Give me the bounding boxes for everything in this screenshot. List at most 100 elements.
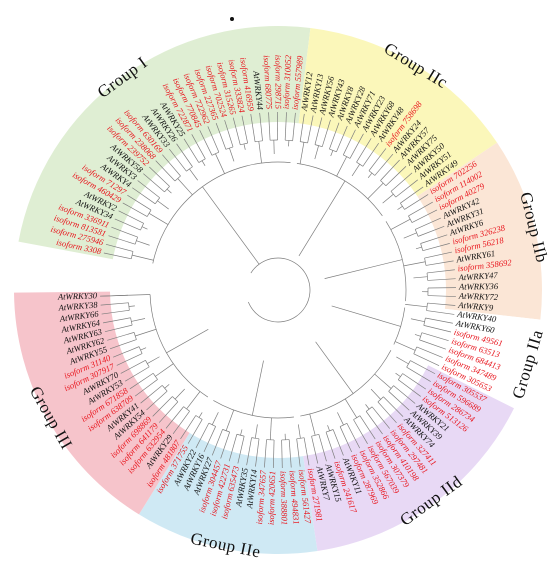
- clade-branch: [258, 141, 262, 164]
- clade-arc: [128, 302, 130, 311]
- leaf-branch: [346, 423, 361, 449]
- group-branch: [315, 341, 354, 394]
- clade-branch: [299, 142, 305, 164]
- leaf-branch: [284, 112, 287, 141]
- leaf-branch: [383, 396, 404, 417]
- leaf-label: isoform 680775: [262, 55, 275, 110]
- leaf-branch: [398, 379, 421, 397]
- sector-group-IIc: [298, 28, 498, 197]
- leaf-branch: [318, 434, 327, 462]
- leaf-branch: [176, 143, 193, 167]
- clade-branch: [128, 294, 151, 296]
- leaf-branch: [390, 172, 413, 192]
- leaf-branch: [103, 252, 132, 260]
- clade-branch: [309, 413, 316, 436]
- leaf-branch: [400, 186, 424, 204]
- leaf-branch: [143, 173, 165, 193]
- clade-branch: [382, 193, 394, 204]
- leaf-branch: [124, 366, 150, 382]
- clade-branch: [157, 200, 169, 210]
- clade-branch: [215, 153, 225, 174]
- leaf-branch: [114, 218, 141, 231]
- clade-branch: [132, 254, 154, 261]
- leaf-branch: [137, 180, 160, 199]
- leaf-branch: [232, 117, 241, 145]
- sector-group-IIa: [428, 308, 541, 409]
- leaf-branch: [425, 317, 453, 324]
- leaf-branch: [288, 439, 292, 468]
- leaf-branch: [103, 317, 131, 324]
- leaf-branch: [113, 346, 140, 358]
- leaf-branch: [424, 251, 452, 259]
- leaf-branch: [393, 385, 416, 404]
- leaf-branch: [427, 278, 456, 281]
- sector-group-IIe: [138, 432, 318, 554]
- leaf-branch: [215, 122, 227, 150]
- leaf-branch: [281, 439, 283, 468]
- clade-branch: [186, 391, 201, 410]
- clade-branch: [337, 412, 344, 426]
- leaf-branch: [116, 353, 143, 366]
- leaf-branch: [195, 422, 210, 449]
- leaf-branch: [427, 295, 456, 297]
- leaf-branch: [325, 431, 336, 459]
- clade-arc: [400, 202, 405, 210]
- clade-branch: [395, 341, 416, 351]
- leaf-branch: [237, 436, 245, 464]
- clade-arc: [198, 158, 206, 163]
- clade-arc: [377, 396, 384, 403]
- leaf-branch: [132, 187, 156, 205]
- clade-branch: [403, 261, 426, 267]
- leaf-label: AtWRKY44: [251, 69, 265, 111]
- clade-branch: [397, 205, 403, 210]
- clade-arc: [325, 429, 334, 433]
- clade-arc: [414, 229, 419, 237]
- leaf-branch: [359, 415, 376, 440]
- clade-branch: [367, 172, 373, 178]
- leaf-branch: [149, 166, 170, 187]
- leaf-branch: [303, 437, 310, 466]
- leaf-branch: [332, 429, 344, 456]
- leaf-branch: [105, 243, 134, 252]
- leaf-branch: [100, 302, 129, 306]
- leaf-branch: [152, 396, 173, 417]
- leaf-branch: [211, 429, 223, 456]
- leaf-branch: [172, 410, 190, 435]
- clade-branch: [327, 425, 330, 431]
- sector-group-I: [18, 25, 311, 260]
- clade-branch: [177, 178, 193, 196]
- leaf-branch: [250, 114, 256, 142]
- leaf-branch: [388, 391, 410, 411]
- group-branch: [324, 259, 403, 279]
- leaf-branch: [413, 353, 440, 367]
- clade-branch: [330, 150, 334, 157]
- leaf-branch: [101, 309, 130, 315]
- leaf-branch: [371, 406, 390, 429]
- leaf-branch: [272, 439, 275, 468]
- leaf-branch: [307, 115, 314, 144]
- group-branch: [202, 186, 260, 265]
- leaf-branch: [140, 385, 163, 404]
- leaf-branch: [362, 143, 379, 167]
- leaf-branch: [127, 194, 152, 211]
- leaf-branch: [342, 129, 356, 156]
- clade-branch: [336, 156, 347, 177]
- leaf-branch: [224, 120, 234, 148]
- clade-branch: [403, 232, 417, 239]
- clade-arc: [152, 373, 158, 380]
- leaf-branch: [417, 226, 445, 237]
- leaf-branch: [380, 159, 400, 181]
- leaf-label: AtWRKY36: [458, 281, 499, 292]
- leaf-branch: [122, 202, 148, 217]
- clade-branch: [314, 145, 319, 160]
- leaf-branch: [377, 401, 397, 424]
- leaf-branch: [395, 179, 419, 198]
- clade-branch: [174, 388, 185, 400]
- sector-group-IIb: [417, 142, 542, 320]
- leaf-branch: [129, 372, 154, 390]
- leaf-branch: [118, 210, 144, 224]
- clade-branch: [211, 412, 219, 425]
- leaf-branch: [427, 302, 456, 306]
